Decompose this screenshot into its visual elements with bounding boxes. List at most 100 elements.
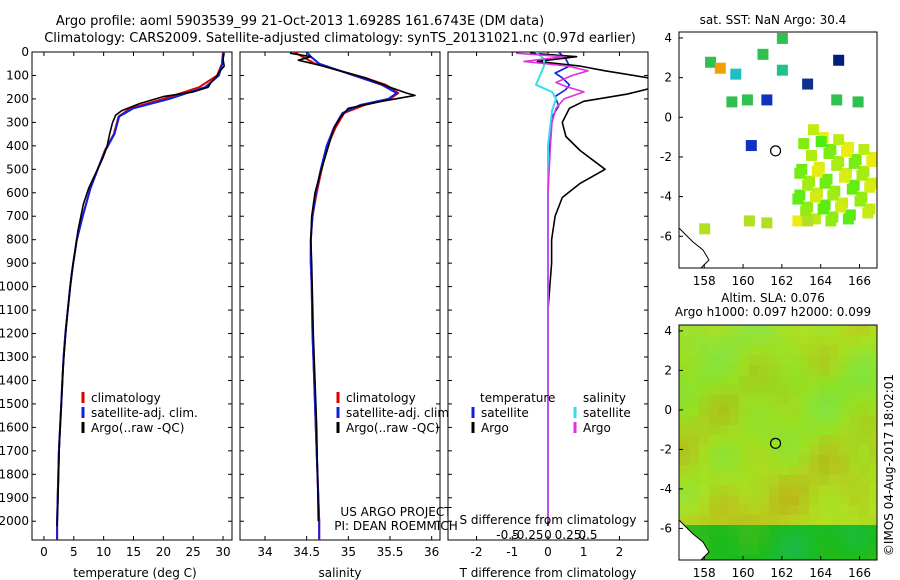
sla-cell bbox=[819, 465, 830, 476]
sla-cell bbox=[719, 475, 730, 486]
sla-cell bbox=[769, 435, 780, 446]
sla-cell bbox=[809, 385, 820, 396]
sla-cell bbox=[679, 515, 690, 526]
sla-cell bbox=[749, 505, 760, 516]
sla-cell bbox=[679, 405, 690, 416]
sla-cell bbox=[759, 475, 770, 486]
sla-cell bbox=[759, 445, 770, 456]
x-tick-label: 164 bbox=[809, 566, 832, 580]
sla-cell bbox=[709, 485, 720, 496]
sla-cell bbox=[779, 455, 790, 466]
x-tick-label: 15 bbox=[126, 545, 141, 559]
x-tick-label: 162 bbox=[770, 566, 793, 580]
sla-cell bbox=[839, 445, 850, 456]
sla-cell bbox=[809, 395, 820, 406]
map-frame bbox=[678, 31, 878, 269]
sla-cell bbox=[829, 425, 840, 436]
sla-cell bbox=[699, 365, 710, 376]
sla-cell bbox=[789, 435, 800, 446]
sla-cell bbox=[779, 345, 790, 356]
sla-cell bbox=[759, 385, 770, 396]
s-tick-label: 0.5 bbox=[578, 528, 597, 542]
sla-cell bbox=[799, 485, 810, 496]
sla-cell bbox=[719, 355, 730, 366]
sla-cell bbox=[759, 425, 770, 436]
sla-cell bbox=[799, 525, 810, 536]
sla-cell bbox=[859, 395, 870, 406]
sla-cell bbox=[689, 495, 700, 506]
sla-cell bbox=[859, 485, 870, 496]
sla-cell bbox=[719, 485, 730, 496]
sla-cell bbox=[719, 425, 730, 436]
sla-cell bbox=[739, 505, 750, 516]
legend-s-satellite-label: satellite bbox=[583, 406, 631, 420]
sla-cell bbox=[689, 405, 700, 416]
x-tick-label: 20 bbox=[156, 545, 171, 559]
sla-cell bbox=[809, 465, 820, 476]
x-tick-label: 35.5 bbox=[377, 545, 404, 559]
sla-cell bbox=[679, 495, 690, 506]
x-tick-label: 1 bbox=[580, 545, 588, 559]
sst-cell bbox=[831, 159, 843, 171]
sla-cell bbox=[699, 485, 710, 496]
sla-cell bbox=[769, 545, 780, 556]
sla-cell bbox=[799, 375, 810, 386]
sla-cell bbox=[789, 535, 800, 546]
sla-cell bbox=[769, 415, 780, 426]
sla-cell bbox=[739, 345, 750, 356]
sst-cell bbox=[856, 169, 868, 181]
legend-climatology-label: climatology bbox=[91, 391, 161, 405]
project-annotation-line-1: US ARGO PROJECT bbox=[340, 505, 452, 519]
sla-cell bbox=[699, 375, 710, 386]
sla-cell bbox=[869, 345, 877, 356]
sla-cell bbox=[859, 555, 870, 560]
x-tick-label: 34.5 bbox=[293, 545, 320, 559]
sla-cell bbox=[819, 505, 830, 516]
sla-cell bbox=[779, 495, 790, 506]
y-tick-label: 300 bbox=[6, 115, 29, 129]
sla-cell bbox=[809, 505, 820, 516]
sla-cell bbox=[849, 415, 860, 426]
sla-cell bbox=[819, 495, 830, 506]
sla-cell bbox=[769, 525, 780, 536]
legend-climatology-label: climatology bbox=[346, 391, 416, 405]
sla-cell bbox=[869, 415, 877, 426]
sla-cell bbox=[839, 405, 850, 416]
sla-cell bbox=[839, 535, 850, 546]
sla-cell bbox=[719, 385, 730, 396]
sst-cell bbox=[806, 149, 817, 161]
sla-cell bbox=[679, 345, 690, 356]
sla-cell bbox=[749, 545, 760, 556]
sla-cell bbox=[819, 445, 830, 456]
x-tick-label: 34 bbox=[257, 545, 272, 559]
y-tick-label: 1100 bbox=[0, 303, 29, 317]
sla-cell bbox=[799, 455, 810, 466]
sla-cell bbox=[769, 455, 780, 466]
sla-cell bbox=[789, 335, 800, 346]
sla-cell bbox=[839, 485, 850, 496]
sla-cell bbox=[849, 375, 860, 386]
sla-cell bbox=[849, 535, 860, 546]
y-tick-label: 4 bbox=[664, 324, 672, 338]
y-tick-label: 200 bbox=[6, 92, 29, 106]
y-tick-label: 1800 bbox=[0, 467, 29, 481]
sla-cell bbox=[739, 555, 750, 560]
sla-cell bbox=[779, 425, 790, 436]
legend-satellite-label: satellite-adj. clim. bbox=[346, 406, 453, 420]
sla-cell bbox=[789, 555, 800, 560]
sla-cell bbox=[739, 375, 750, 386]
sst-cell bbox=[864, 181, 876, 193]
y-tick-label: 1700 bbox=[0, 444, 29, 458]
sla-cell bbox=[839, 515, 850, 526]
sla-cell bbox=[699, 425, 710, 436]
sla-cell bbox=[859, 335, 870, 346]
sst-cell bbox=[802, 179, 814, 191]
sla-cell bbox=[729, 355, 740, 366]
sst-cell bbox=[802, 215, 814, 227]
sla-cell bbox=[859, 505, 870, 516]
sla-cell bbox=[719, 505, 730, 516]
sla-cell bbox=[749, 525, 760, 536]
sla-cell bbox=[689, 425, 700, 436]
sla-cell bbox=[869, 405, 877, 416]
sla-cell bbox=[729, 545, 740, 556]
